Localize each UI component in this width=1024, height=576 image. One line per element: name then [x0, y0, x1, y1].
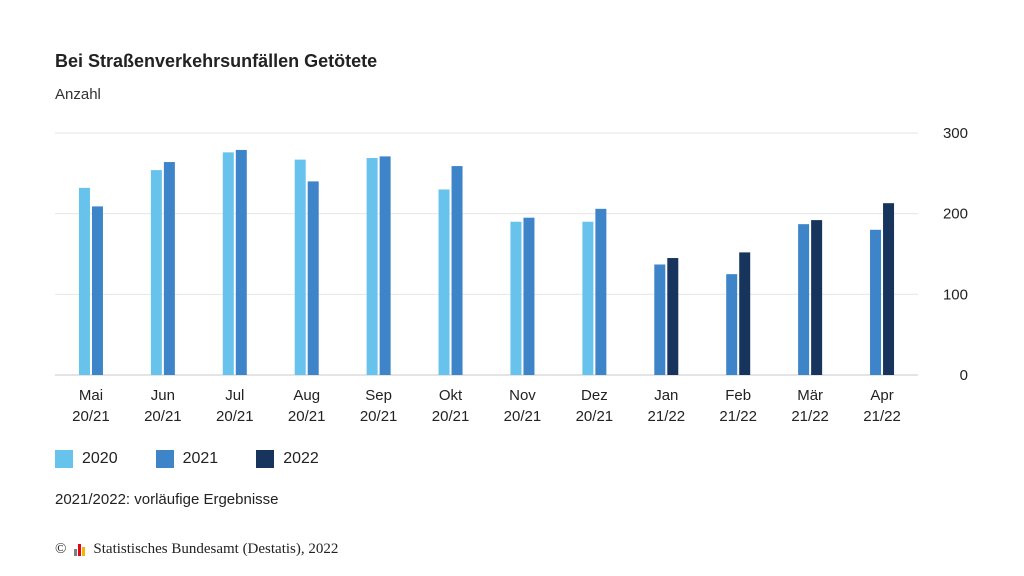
y-tick-label-300: 300 [943, 125, 968, 142]
source-text: Statistisches Bundesamt (Destatis), 2022 [93, 541, 339, 557]
legend-item-2021[interactable]: 2021 [155, 450, 219, 468]
legend-label-2021: 2021 [182, 450, 219, 467]
x-tick-label-3-1: 20/21 [288, 408, 326, 425]
bar-2021-8 [654, 264, 666, 375]
bar-2021-6 [523, 217, 535, 375]
legend-swatch-2020 [55, 450, 73, 468]
bar-2021-9 [726, 274, 738, 375]
x-tick-label-4-0: Sep [365, 387, 392, 404]
y-tick-label-200: 200 [943, 206, 968, 223]
chart-subtitle: Anzahl [55, 86, 101, 103]
x-tick-label-8-0: Jan [654, 387, 678, 404]
bar-2020-6 [510, 221, 522, 375]
bar-2021-2 [235, 149, 247, 375]
bar-2021-7 [595, 208, 607, 375]
source-footer: © Statistisches Bundesamt (Destatis), 20… [55, 541, 338, 558]
legend-item-2022[interactable]: 2022 [256, 450, 319, 468]
bar-2020-1 [150, 170, 162, 375]
bar-2020-4 [366, 158, 378, 375]
y-tick-label-100: 100 [943, 286, 968, 303]
copyright-symbol: © [55, 541, 67, 557]
x-tick-label-11-0: Apr [870, 387, 893, 404]
x-tick-label-10-1: 21/22 [791, 408, 829, 425]
x-tick-label-2-0: Jul [225, 387, 244, 404]
x-tick-label-6-0: Nov [509, 387, 536, 404]
bar-2021-4 [379, 156, 391, 375]
x-tick-label-9-0: Feb [725, 387, 751, 404]
bar-2021-5 [451, 166, 463, 375]
bar-2022-9 [739, 252, 751, 375]
legend-swatch-2021 [155, 450, 174, 468]
bar-2020-7 [582, 221, 594, 375]
bar-2021-10 [798, 224, 810, 375]
x-tick-label-9-1: 21/22 [719, 408, 757, 425]
legend-label-2022: 2022 [283, 450, 319, 467]
x-tick-label-2-1: 20/21 [216, 408, 254, 425]
bar-2021-11 [870, 229, 882, 375]
y-tick-label-0: 0 [960, 367, 968, 384]
bar-2022-10 [811, 220, 823, 375]
x-tick-label-0-1: 20/21 [72, 408, 110, 425]
x-tick-label-4-1: 20/21 [360, 408, 398, 425]
x-tick-label-11-1: 21/22 [863, 408, 901, 425]
x-tick-label-3-0: Aug [293, 387, 320, 404]
bar-2021-1 [163, 162, 175, 375]
x-tick-label-7-0: Dez [581, 387, 608, 404]
bar-2021-3 [307, 181, 319, 375]
legend-item-2020[interactable]: 2020 [55, 450, 118, 468]
bar-2020-0 [78, 187, 90, 375]
chart-title: Bei Straßenverkehrsunfällen Getötete [55, 51, 378, 71]
bar-2020-5 [438, 189, 450, 375]
x-tick-label-0-0: Mai [79, 387, 103, 404]
bar-2021-0 [91, 206, 103, 375]
legend: 2020 2021 2022 [55, 450, 319, 468]
x-tick-label-10-0: Mär [797, 387, 823, 404]
x-tick-label-8-1: 21/22 [648, 408, 686, 425]
destatis-logo-icon [74, 543, 86, 556]
x-tick-label-7-1: 20/21 [576, 408, 614, 425]
legend-label-2020: 2020 [82, 450, 118, 467]
preliminary-note: 2021/2022: vorläufige Ergebnisse [55, 491, 279, 508]
legend-swatch-2022 [256, 450, 275, 468]
bar-2020-2 [222, 152, 234, 375]
x-tick-label-1-1: 20/21 [144, 408, 182, 425]
x-tick-label-1-0: Jun [151, 387, 175, 404]
bar-2020-3 [294, 159, 306, 375]
x-tick-label-6-1: 20/21 [504, 408, 542, 425]
x-tick-label-5-1: 20/21 [432, 408, 470, 425]
x-tick-label-5-0: Okt [439, 387, 463, 404]
bar-2022-11 [883, 203, 895, 375]
bar-2022-8 [667, 258, 679, 375]
